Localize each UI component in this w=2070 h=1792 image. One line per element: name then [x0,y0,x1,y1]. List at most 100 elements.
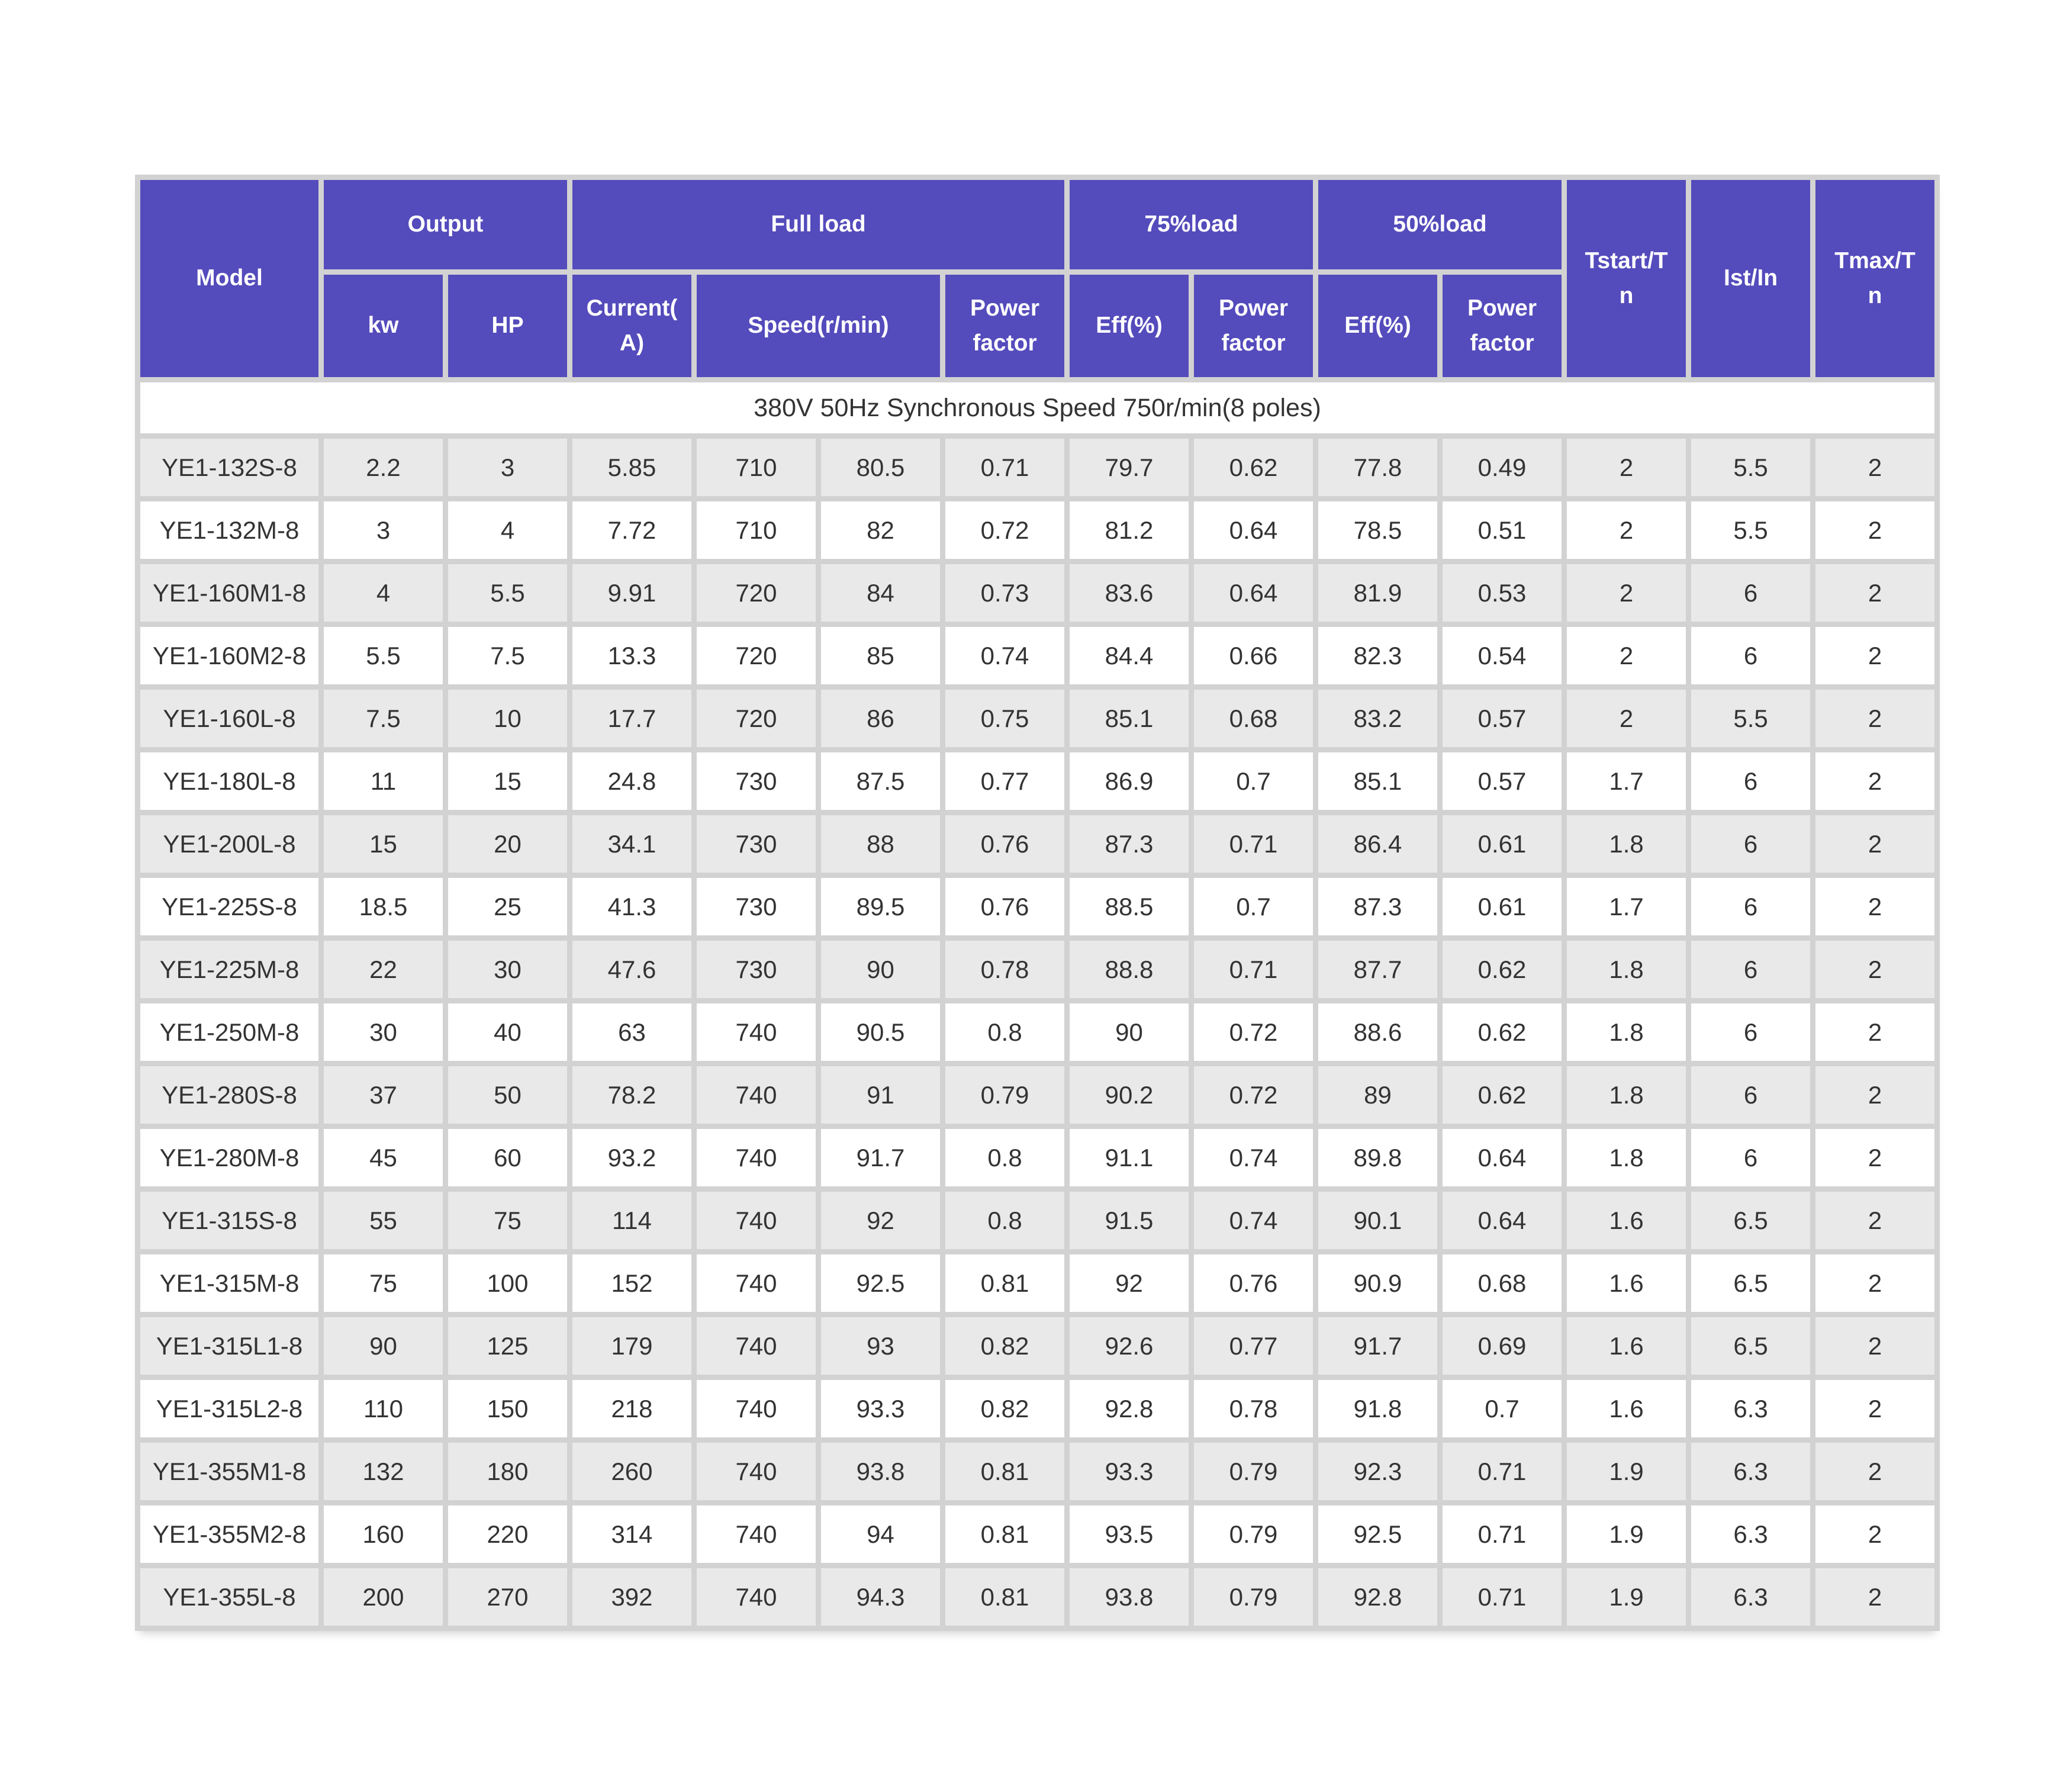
value-cell: 740 [691,1186,821,1254]
value-cell: 392 [567,1563,697,1631]
value-cell: 0.76 [939,810,1070,878]
value-cell: 740 [691,1124,821,1192]
value-cell: 92.8 [1064,1375,1195,1443]
value-cell: 740 [691,1563,821,1631]
value-cell: 2 [1810,496,1940,564]
value-cell: 2 [1810,684,1940,752]
value-cell: 77.8 [1313,433,1443,501]
value-cell: 0.61 [1437,873,1567,941]
value-cell: 0.71 [1437,1563,1567,1631]
value-cell: 0.51 [1437,496,1567,564]
value-cell: 100 [443,1249,572,1317]
value-cell: 6.5 [1686,1249,1816,1317]
value-cell: 0.7 [1437,1375,1567,1443]
value-cell: 2 [1810,622,1940,690]
col-header-eff-75: Eff(%) [1064,269,1195,382]
value-cell: 730 [691,810,821,878]
value-cell: 0.74 [939,622,1070,690]
value-cell: 47.6 [567,935,697,1003]
value-cell: 9.91 [567,559,697,627]
value-cell: 218 [567,1375,697,1443]
value-cell: 110 [318,1375,448,1443]
value-cell: 93.3 [1064,1437,1195,1505]
model-cell: YE1-180L-8 [135,747,324,815]
value-cell: 5.5 [1686,496,1816,564]
value-cell: 0.71 [1437,1500,1567,1568]
subtitle-row: 380V 50Hz Synchronous Speed 750r/min(8 p… [134,377,1940,439]
model-cell: YE1-160M1-8 [135,559,324,627]
value-cell: 0.72 [939,496,1070,564]
value-cell: 5.5 [1686,433,1816,501]
value-cell: 0.72 [1189,1061,1319,1129]
value-cell: 6.5 [1686,1312,1816,1380]
value-cell: 6 [1686,559,1816,627]
value-cell: 0.72 [1189,998,1319,1066]
value-cell: 2 [1810,1437,1940,1505]
value-cell: 86.9 [1064,747,1195,815]
model-cell: YE1-355M1-8 [135,1437,324,1505]
value-cell: 75 [318,1249,448,1317]
model-cell: YE1-315M-8 [135,1249,324,1317]
value-cell: 89 [1313,1061,1443,1129]
value-cell: 6 [1686,1061,1816,1129]
value-cell: 4 [318,559,448,627]
value-cell: 40 [443,998,572,1066]
value-cell: 0.76 [939,873,1070,941]
value-cell: 78.2 [567,1061,697,1129]
value-cell: 94.3 [816,1563,945,1631]
value-cell: 0.79 [1189,1500,1319,1568]
value-cell: 0.81 [939,1563,1070,1631]
value-cell: 6.5 [1686,1186,1816,1254]
value-cell: 0.82 [939,1375,1070,1443]
value-cell: 81.2 [1064,496,1195,564]
subtitle-section: 380V 50Hz Synchronous Speed 750r/min(8 p… [134,377,1940,439]
value-cell: 2 [1810,935,1940,1003]
value-cell: 0.49 [1437,433,1567,501]
value-cell: 0.8 [939,1186,1070,1254]
model-cell: YE1-225M-8 [135,935,324,1003]
value-cell: 0.71 [939,433,1070,501]
value-cell: 87.3 [1064,810,1195,878]
value-cell: 2 [1810,433,1940,501]
col-header-hp: HP [443,269,572,382]
value-cell: 2 [1562,684,1692,752]
value-cell: 0.71 [1189,935,1319,1003]
value-cell: 90 [1064,998,1195,1066]
value-cell: 6 [1686,998,1816,1066]
value-cell: 90.1 [1313,1186,1443,1254]
col-header-75-load: 75%load [1064,175,1319,275]
value-cell: 84 [816,559,945,627]
value-cell: 6.3 [1686,1563,1816,1631]
value-cell: 89.8 [1313,1124,1443,1192]
value-cell: 5.85 [567,433,697,501]
value-cell: 85 [816,622,945,690]
value-cell: 22 [318,935,448,1003]
value-cell: 6.3 [1686,1375,1816,1443]
value-cell: 6 [1686,747,1816,815]
value-cell: 0.71 [1189,810,1319,878]
value-cell: 2 [1810,1124,1940,1192]
value-cell: 85.1 [1064,684,1195,752]
value-cell: 15 [443,747,572,815]
value-cell: 2 [1562,433,1692,501]
value-cell: 1.9 [1562,1437,1692,1505]
value-cell: 1.7 [1562,873,1692,941]
value-cell: 6.3 [1686,1500,1816,1568]
value-cell: 7.5 [443,622,572,690]
table-row: YE1-225M-8 22 30 47.6 730 90 0.78 88.8 0.71 87.7 0… [135,935,1940,1003]
table-row: YE1-132M-8 3 4 7.72 710 82 0.72 81.2 0.64 78.5 0.5… [135,496,1940,564]
value-cell: 0.64 [1437,1124,1567,1192]
table-row: YE1-355M2-8 160 220 314 740 94 0.81 93.5 0.79 92.… [135,1500,1940,1568]
value-cell: 86.4 [1313,810,1443,878]
col-header-tstart-tn: Tstart/T n [1562,175,1692,382]
value-cell: 93 [816,1312,945,1380]
value-cell: 93.5 [1064,1500,1195,1568]
value-cell: 179 [567,1312,697,1380]
value-cell: 78.5 [1313,496,1443,564]
header-sub-row: kw HP Current( A) Speed(r/min) Power fac… [138,269,1937,382]
value-cell: 1.8 [1562,1124,1692,1192]
value-cell: 1.6 [1562,1249,1692,1317]
value-cell: 150 [443,1375,572,1443]
col-header-speed: Speed(r/min) [691,269,945,382]
